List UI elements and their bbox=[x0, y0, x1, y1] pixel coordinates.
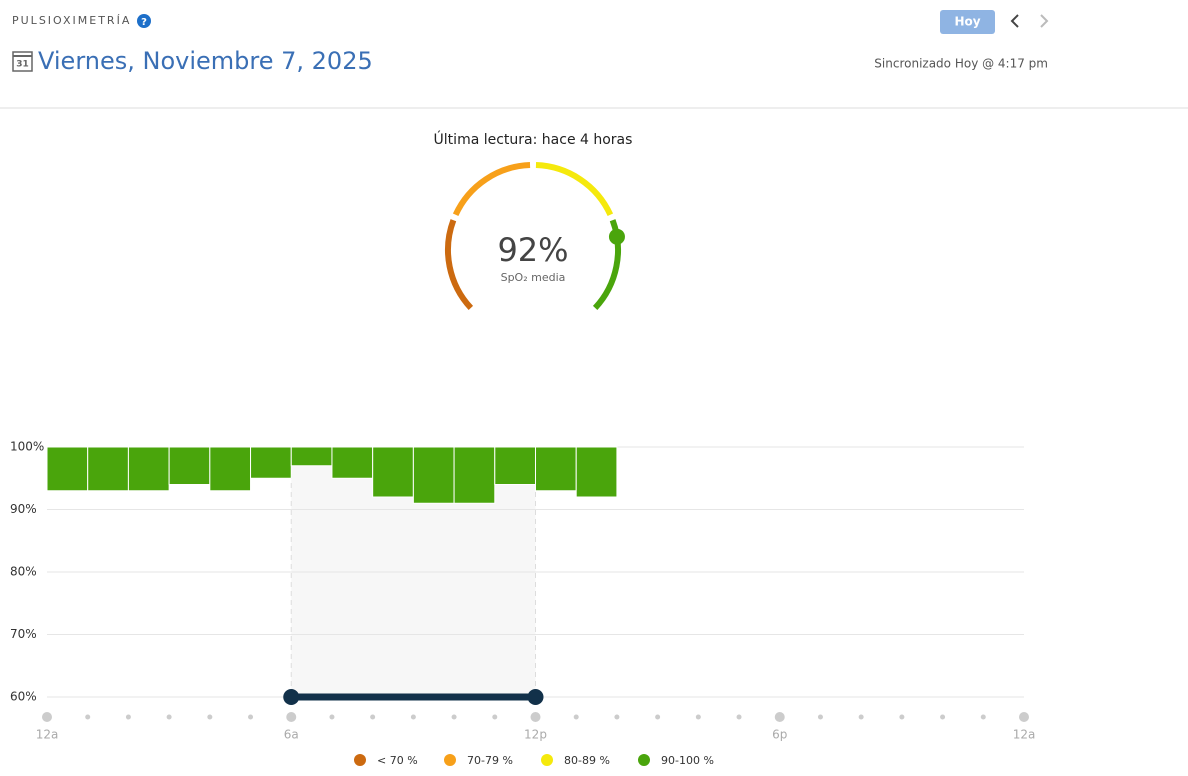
gauge-value: 92% bbox=[497, 231, 568, 269]
hour-dot bbox=[248, 714, 254, 720]
hour-dot bbox=[980, 714, 986, 720]
x-tick bbox=[42, 712, 52, 722]
legend-label: 90-100 % bbox=[661, 754, 714, 767]
next-arrow[interactable] bbox=[1040, 14, 1049, 28]
hour-dot bbox=[695, 714, 701, 720]
x-tick-label: 12p bbox=[524, 728, 547, 742]
bar bbox=[331, 446, 374, 479]
y-tick-label: 80% bbox=[10, 565, 37, 579]
legend-swatch bbox=[354, 754, 366, 766]
date-title: Viernes, Noviembre 7, 2025 bbox=[38, 47, 373, 75]
sleep-end-icon bbox=[283, 689, 300, 705]
hour-dot bbox=[614, 714, 620, 720]
calendar-icon: 31 bbox=[12, 51, 33, 72]
y-tick-label: 60% bbox=[10, 690, 37, 704]
bar bbox=[535, 446, 577, 492]
bar bbox=[209, 446, 252, 492]
x-tick-label: 12a bbox=[1013, 728, 1036, 742]
hour-dot bbox=[655, 714, 661, 720]
hour-dot bbox=[207, 714, 213, 720]
hour-dot bbox=[125, 714, 131, 720]
gauge-arc bbox=[535, 162, 614, 217]
help-icon-text: ? bbox=[141, 17, 147, 28]
last-reading: Última lectura: hace 4 horas bbox=[434, 130, 633, 148]
hour-dot bbox=[85, 714, 91, 720]
y-tick-label: 70% bbox=[10, 627, 37, 641]
sleep-end-icon bbox=[527, 689, 544, 705]
hour-dot bbox=[940, 714, 946, 720]
gauge-arc bbox=[452, 162, 531, 217]
x-tick-label: 12a bbox=[36, 728, 59, 742]
hour-dot bbox=[370, 714, 376, 720]
sync-status: Sincronizado Hoy @ 4:17 pm bbox=[874, 57, 1048, 71]
bar bbox=[168, 446, 211, 485]
hour-dot bbox=[573, 714, 579, 720]
x-tick bbox=[286, 712, 297, 722]
hour-dot bbox=[858, 714, 864, 720]
page-title: PULSIOXIMETRÍA bbox=[12, 14, 131, 27]
legend-label: 70-79 % bbox=[467, 754, 513, 767]
bar bbox=[87, 446, 129, 492]
x-tick bbox=[530, 712, 541, 722]
today-button[interactable] bbox=[940, 10, 995, 34]
gauge-caption: SpO₂ media bbox=[501, 271, 566, 284]
bar bbox=[494, 446, 536, 485]
legend-label: 80-89 % bbox=[564, 754, 610, 767]
gauge-marker bbox=[608, 228, 625, 245]
hour-dot bbox=[329, 714, 335, 720]
legend-label: < 70 % bbox=[377, 754, 418, 767]
legend-swatch bbox=[541, 754, 553, 766]
bar bbox=[46, 446, 89, 492]
x-tick bbox=[774, 712, 785, 722]
hour-dot bbox=[817, 714, 823, 720]
bar bbox=[412, 446, 455, 504]
y-tick-label: 100% bbox=[10, 440, 44, 454]
x-tick bbox=[1019, 712, 1029, 722]
hour-dot bbox=[492, 714, 498, 720]
bar bbox=[453, 446, 496, 504]
hour-dot bbox=[736, 714, 742, 720]
bar bbox=[372, 446, 414, 498]
x-tick-label: 6p bbox=[772, 728, 787, 742]
help-icon[interactable] bbox=[137, 14, 151, 28]
today-button-label: Hoy bbox=[954, 15, 980, 29]
hour-dot bbox=[451, 714, 457, 720]
bar bbox=[575, 446, 618, 498]
hour-dot bbox=[166, 714, 172, 720]
x-tick-label: 6a bbox=[284, 728, 299, 742]
hour-dot bbox=[899, 714, 905, 720]
prev-arrow[interactable] bbox=[1010, 14, 1019, 28]
hour-dot bbox=[410, 714, 416, 720]
bar bbox=[290, 446, 333, 467]
gauge-arc bbox=[445, 219, 474, 311]
bar bbox=[127, 446, 170, 492]
calendar-frame bbox=[12, 51, 33, 72]
legend-swatch bbox=[444, 754, 456, 766]
bar bbox=[250, 446, 292, 479]
calendar-day: 31 bbox=[16, 60, 29, 70]
legend-swatch bbox=[638, 754, 650, 766]
y-tick-label: 90% bbox=[10, 502, 37, 516]
